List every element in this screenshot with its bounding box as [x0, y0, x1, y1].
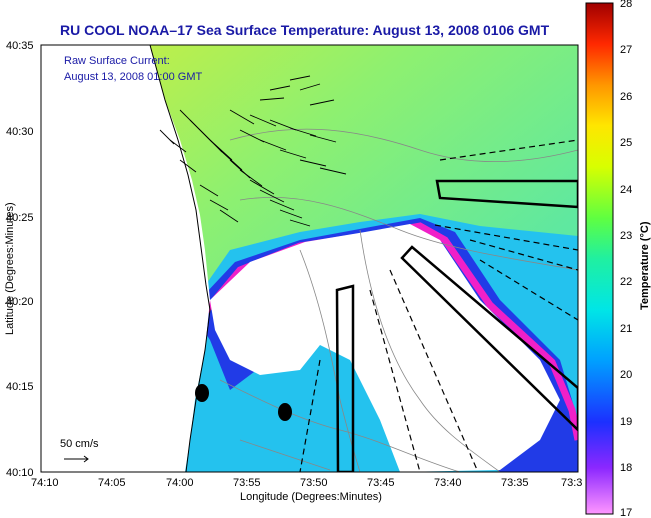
station-dot-1	[195, 384, 209, 402]
colorbar-tick-label: 21	[620, 323, 632, 335]
x-tick-label: 73:55	[233, 477, 261, 489]
colorbar-tick-label: 22	[620, 276, 632, 288]
y-tick-label: 40:30	[6, 126, 34, 138]
surface-current-vectors	[159, 75, 347, 227]
colorbar-tick-label: 18	[620, 462, 632, 474]
coastline	[149, 45, 211, 472]
sst-field	[41, 45, 578, 472]
station-dot-2	[278, 403, 292, 421]
x-tick-label: 73:3	[561, 477, 582, 489]
cloud-region	[210, 224, 560, 472]
legend-line1: Raw Surface Current:	[64, 55, 170, 67]
y-tick-label: 40:15	[6, 381, 34, 393]
sampling-boxes	[335, 179, 578, 472]
colorbar-ticks: 28 27 26 25 24 23 22 21 20 19 18 17	[620, 0, 632, 518]
colorbar-tick-label: 23	[620, 230, 632, 242]
radar-dashed-lines	[299, 139, 578, 472]
x-tick-label: 74:05	[98, 477, 126, 489]
colorbar-label: Temperature (°C)	[639, 221, 651, 310]
colorbar-tick-label: 28	[620, 0, 632, 10]
colorbar-tick-label: 26	[620, 91, 632, 103]
y-tick-label: 40:20	[6, 296, 34, 308]
scale-label: 50 cm/s	[60, 438, 99, 450]
x-tick-label: 74:10	[31, 477, 59, 489]
colorbar	[585, 2, 614, 515]
plot-frame	[40, 44, 579, 473]
colorbar-tick-label: 19	[620, 416, 632, 428]
x-tick-label: 73:35	[501, 477, 529, 489]
map-title: RU COOL NOAA–17 Sea Surface Temperature:…	[60, 22, 550, 38]
colorbar-tick-label: 20	[620, 369, 632, 381]
y-tick-label: 40:35	[6, 40, 34, 52]
x-axis-label: Longitude (Degrees:Minutes)	[240, 491, 382, 503]
y-axis: 40:35 40:30 40:25 40:20 40:15 40:10	[6, 40, 34, 479]
x-axis: 74:10 74:05 74:00 73:55 73:50 73:45 73:4…	[31, 477, 582, 489]
scale-arrow	[64, 455, 89, 463]
colorbar-tick-label: 17	[620, 507, 632, 518]
land-new-jersey	[41, 45, 210, 472]
colorbar-tick-label: 25	[620, 137, 632, 149]
colorbar-tick-label: 27	[620, 44, 632, 56]
y-tick-label: 40:10	[6, 467, 34, 479]
legend-line2: August 13, 2008 01:00 GMT	[64, 71, 202, 83]
bathymetry-contours	[219, 128, 578, 472]
x-tick-label: 74:00	[166, 477, 194, 489]
y-axis-label: Latitude (Degrees:Minutes)	[4, 202, 16, 335]
colorbar-tick-label: 24	[620, 184, 632, 196]
x-tick-label: 73:50	[300, 477, 328, 489]
y-tick-label: 40:25	[6, 212, 34, 224]
x-tick-label: 73:45	[367, 477, 395, 489]
x-tick-label: 73:40	[434, 477, 462, 489]
